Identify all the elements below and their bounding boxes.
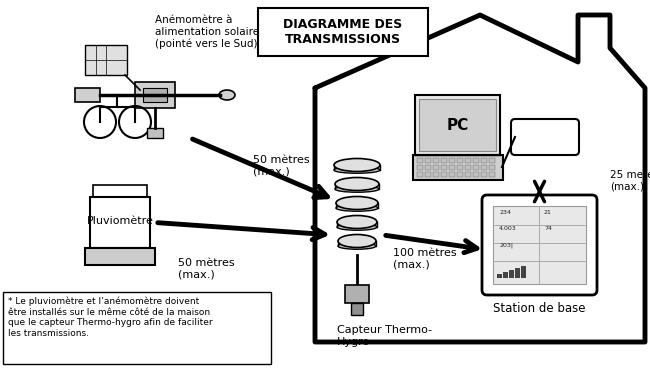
FancyBboxPatch shape	[457, 165, 463, 170]
FancyBboxPatch shape	[481, 165, 487, 170]
FancyBboxPatch shape	[473, 172, 479, 177]
FancyBboxPatch shape	[482, 195, 597, 295]
Text: * Le pluviomètre et l’anémomètre doivent
être installés sur le même côté de la m: * Le pluviomètre et l’anémomètre doivent…	[8, 297, 213, 338]
FancyBboxPatch shape	[511, 119, 579, 155]
Text: Station de base: Station de base	[493, 302, 586, 315]
FancyBboxPatch shape	[85, 45, 127, 75]
Text: 203|: 203|	[499, 243, 513, 248]
Ellipse shape	[336, 197, 378, 210]
FancyBboxPatch shape	[147, 128, 163, 138]
FancyBboxPatch shape	[433, 165, 439, 170]
Bar	[521, 266, 526, 278]
FancyBboxPatch shape	[425, 165, 431, 170]
Text: 21: 21	[544, 210, 552, 215]
FancyBboxPatch shape	[135, 82, 175, 108]
FancyBboxPatch shape	[449, 172, 455, 177]
Text: Anémomètre à
alimentation solaire
(pointé vers le Sud): Anémomètre à alimentation solaire (point…	[155, 15, 259, 49]
Ellipse shape	[338, 235, 376, 248]
Ellipse shape	[219, 90, 235, 100]
FancyBboxPatch shape	[473, 165, 479, 170]
FancyBboxPatch shape	[75, 88, 100, 102]
Ellipse shape	[335, 186, 379, 192]
FancyBboxPatch shape	[419, 99, 496, 151]
FancyBboxPatch shape	[143, 88, 167, 102]
Bar	[503, 272, 508, 278]
FancyBboxPatch shape	[489, 158, 495, 163]
Text: 234: 234	[499, 210, 511, 215]
Ellipse shape	[335, 178, 379, 191]
FancyBboxPatch shape	[481, 158, 487, 163]
FancyBboxPatch shape	[449, 158, 455, 163]
Ellipse shape	[338, 243, 376, 249]
Text: 25 meters
(max.): 25 meters (max.)	[610, 170, 650, 192]
Bar	[509, 270, 514, 278]
FancyBboxPatch shape	[415, 95, 500, 155]
FancyBboxPatch shape	[433, 158, 439, 163]
Text: 74: 74	[544, 226, 552, 231]
FancyBboxPatch shape	[465, 165, 471, 170]
FancyBboxPatch shape	[425, 158, 431, 163]
FancyBboxPatch shape	[3, 292, 271, 364]
FancyBboxPatch shape	[449, 165, 455, 170]
FancyBboxPatch shape	[441, 165, 447, 170]
Text: PC: PC	[447, 117, 469, 132]
Ellipse shape	[334, 167, 380, 173]
FancyBboxPatch shape	[351, 303, 363, 315]
FancyBboxPatch shape	[441, 172, 447, 177]
FancyBboxPatch shape	[489, 172, 495, 177]
FancyBboxPatch shape	[413, 155, 503, 180]
Text: 4.003: 4.003	[499, 226, 517, 231]
Text: 50 mètres
(max.): 50 mètres (max.)	[253, 155, 309, 176]
Text: DIAGRAMME DES
TRANSMISSIONS: DIAGRAMME DES TRANSMISSIONS	[283, 18, 402, 46]
Text: Pluviomètre: Pluviomètre	[86, 216, 153, 226]
FancyBboxPatch shape	[465, 158, 471, 163]
Bar	[515, 268, 520, 278]
FancyBboxPatch shape	[457, 158, 463, 163]
FancyBboxPatch shape	[417, 158, 423, 163]
FancyBboxPatch shape	[425, 172, 431, 177]
FancyBboxPatch shape	[258, 8, 428, 56]
FancyBboxPatch shape	[433, 172, 439, 177]
FancyBboxPatch shape	[489, 165, 495, 170]
FancyBboxPatch shape	[481, 172, 487, 177]
FancyBboxPatch shape	[345, 285, 369, 303]
FancyBboxPatch shape	[90, 197, 150, 248]
Text: Capteur Thermo-
Hygro: Capteur Thermo- Hygro	[337, 325, 432, 347]
FancyBboxPatch shape	[473, 158, 479, 163]
Text: 50 mètres
(max.): 50 mètres (max.)	[178, 258, 235, 280]
Ellipse shape	[337, 224, 377, 230]
FancyBboxPatch shape	[493, 206, 586, 284]
FancyBboxPatch shape	[457, 172, 463, 177]
FancyBboxPatch shape	[417, 172, 423, 177]
Text: 100 mètres
(max.): 100 mètres (max.)	[393, 248, 456, 270]
Ellipse shape	[334, 159, 380, 172]
Ellipse shape	[336, 205, 378, 211]
FancyBboxPatch shape	[465, 172, 471, 177]
FancyBboxPatch shape	[85, 248, 155, 265]
FancyBboxPatch shape	[441, 158, 447, 163]
FancyBboxPatch shape	[93, 185, 147, 197]
FancyBboxPatch shape	[417, 165, 423, 170]
Ellipse shape	[337, 216, 377, 229]
Bar	[497, 274, 502, 278]
